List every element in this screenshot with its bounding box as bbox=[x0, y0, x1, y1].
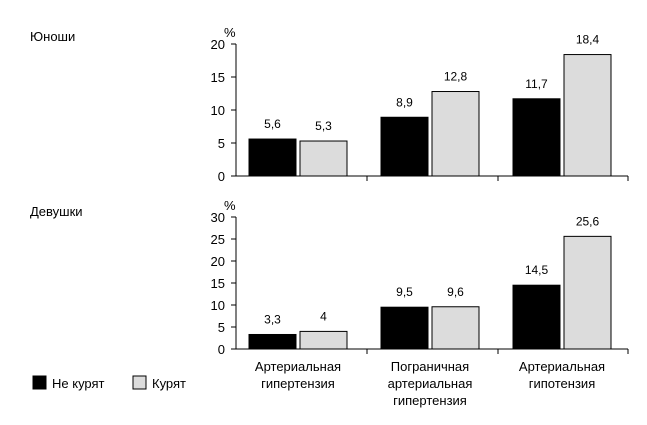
category-label: гипертензия bbox=[261, 376, 335, 391]
bar-value-label: 25,6 bbox=[576, 214, 600, 228]
y-tick-label: 15 bbox=[211, 70, 225, 85]
bar-smoking bbox=[299, 330, 348, 350]
bar-not-smoking bbox=[380, 116, 429, 177]
panel-title: Юноши bbox=[30, 29, 75, 44]
legend-label: Не курят bbox=[52, 376, 105, 391]
category-label: гипертензия bbox=[393, 393, 467, 408]
bar-smoking bbox=[431, 91, 480, 177]
bar-not-smoking bbox=[512, 284, 561, 350]
legend-label: Курят bbox=[152, 376, 186, 391]
bar-value-label: 12,8 bbox=[444, 70, 468, 84]
bar-smoking bbox=[563, 235, 612, 350]
legend-swatch bbox=[132, 375, 147, 390]
y-tick-label: 5 bbox=[218, 136, 225, 151]
bar-value-label: 8,9 bbox=[396, 95, 413, 109]
legend-swatch bbox=[32, 375, 47, 390]
y-tick-label: 0 bbox=[218, 169, 225, 184]
panel-title: Девушки bbox=[30, 204, 83, 219]
bar-not-smoking bbox=[248, 333, 297, 350]
bar-not-smoking bbox=[248, 138, 297, 177]
category-label: Пограничная bbox=[391, 359, 469, 374]
y-tick-label: 10 bbox=[211, 298, 225, 313]
y-tick-label: 20 bbox=[211, 37, 225, 52]
y-tick-label: 15 bbox=[211, 276, 225, 291]
bar-smoking bbox=[431, 306, 480, 350]
bar-value-label: 14,5 bbox=[525, 263, 549, 277]
y-axis-unit-label: % bbox=[224, 198, 236, 213]
y-tick-label: 10 bbox=[211, 103, 225, 118]
bar-value-label: 3,3 bbox=[264, 312, 281, 326]
bar-value-label: 9,6 bbox=[447, 285, 464, 299]
bar-value-label: 4 bbox=[320, 309, 327, 323]
bar-not-smoking bbox=[380, 306, 429, 350]
bar-not-smoking bbox=[512, 98, 561, 177]
y-tick-label: 20 bbox=[211, 254, 225, 269]
y-axis-unit-label: % bbox=[224, 25, 236, 40]
bar-value-label: 9,5 bbox=[396, 285, 413, 299]
category-label: гипотензия bbox=[529, 376, 595, 391]
category-label: Артериальная bbox=[255, 359, 341, 374]
category-label: Артериальная bbox=[519, 359, 605, 374]
bar-smoking bbox=[299, 140, 348, 177]
category-label: артериальная bbox=[388, 376, 473, 391]
bar-value-label: 11,7 bbox=[525, 77, 548, 91]
bar-smoking bbox=[563, 54, 612, 177]
y-tick-label: 5 bbox=[218, 320, 225, 335]
y-tick-label: 30 bbox=[211, 210, 225, 225]
bar-value-label: 5,6 bbox=[264, 117, 281, 131]
y-tick-label: 0 bbox=[218, 342, 225, 357]
bar-value-label: 5,3 bbox=[315, 119, 332, 133]
y-tick-label: 25 bbox=[211, 232, 225, 247]
bar-value-label: 18,4 bbox=[576, 33, 600, 47]
